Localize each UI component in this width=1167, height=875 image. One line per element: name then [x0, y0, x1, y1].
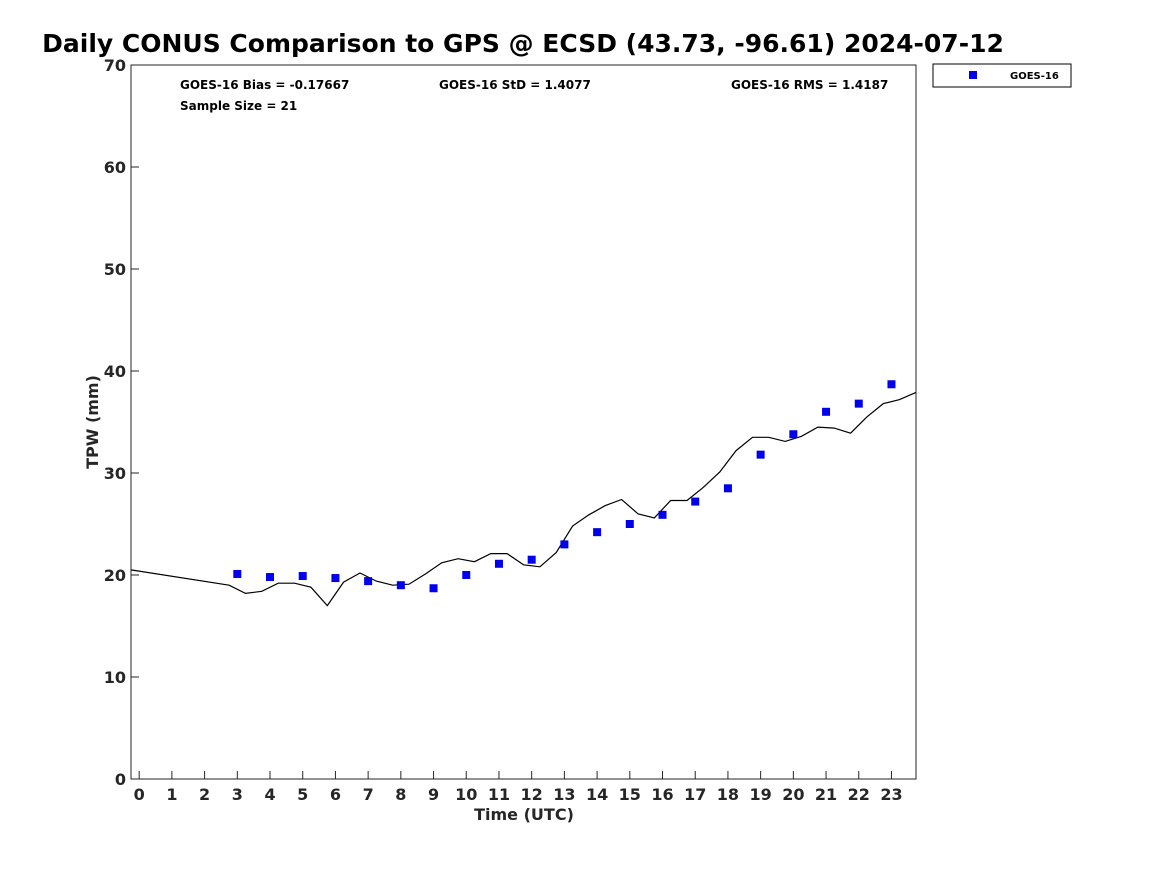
- x-tick-label: 21: [815, 785, 837, 804]
- x-axis-label: Time (UTC): [474, 805, 574, 824]
- goes-16-point: [789, 430, 798, 439]
- legend-box: [932, 63, 1072, 88]
- goes-16-point: [331, 574, 340, 583]
- chart-title: Daily CONUS Comparison to GPS @ ECSD (43…: [42, 29, 1004, 58]
- goes-16-point: [266, 573, 275, 582]
- goes-16-point: [396, 581, 405, 590]
- goes-16-point: [887, 380, 896, 389]
- x-tick-label: 11: [488, 785, 510, 804]
- legend-marker-goes-16: [969, 71, 977, 79]
- x-tick-label: 12: [521, 785, 543, 804]
- y-tick-label: 60: [104, 158, 126, 177]
- x-tick-label: 15: [619, 785, 641, 804]
- x-tick-label: 2: [199, 785, 210, 804]
- rms-stat: GOES-16 RMS = 1.4187: [731, 78, 888, 92]
- std-stat: GOES-16 StD = 1.4077: [439, 78, 591, 92]
- goes-16-point: [756, 450, 765, 459]
- x-tick-label: 13: [553, 785, 575, 804]
- x-tick-label: 18: [717, 785, 739, 804]
- goes-16-point: [429, 584, 438, 593]
- sample-size-stat: Sample Size = 21: [180, 99, 297, 113]
- x-tick-label: 22: [848, 785, 870, 804]
- x-tick-label: 19: [750, 785, 772, 804]
- goes-16-point: [625, 520, 634, 528]
- goes-16-series: [233, 380, 896, 593]
- x-tick-label: 14: [586, 785, 608, 804]
- goes-16-point: [658, 510, 667, 519]
- goes-16-point: [527, 555, 536, 564]
- y-tick-label: 10: [104, 668, 126, 687]
- y-tick-label: 0: [115, 770, 126, 789]
- y-tick-label: 30: [104, 464, 126, 483]
- y-tick-labels: 0 10 20 30 40 50 60 70: [104, 56, 126, 789]
- legend-label-goes-16: GOES-16: [1010, 71, 1059, 82]
- goes-16-point: [723, 484, 732, 493]
- goes-16-point: [462, 571, 471, 579]
- x-tick-label: 10: [455, 785, 477, 804]
- goes-16-point: [854, 399, 863, 408]
- x-tick-labels: 0 1 2 3 4 5 6 7 8 9 10 11 12 13 14 15 16 17 18 19 20 21 22 23: [134, 785, 903, 804]
- plot-frame: [130, 64, 917, 780]
- x-tick-label: 7: [363, 785, 374, 804]
- bias-stat: GOES-16 Bias = -0.17667: [180, 78, 349, 92]
- x-tick-label: 4: [264, 785, 275, 804]
- goes-16-point: [822, 407, 831, 416]
- x-tick-label: 20: [782, 785, 804, 804]
- x-tick-label: 0: [134, 785, 145, 804]
- x-tick-label: 8: [395, 785, 406, 804]
- x-tick-label: 9: [428, 785, 439, 804]
- y-tick-label: 40: [104, 362, 126, 381]
- x-tick-label: 23: [880, 785, 902, 804]
- goes-16-point: [593, 528, 602, 537]
- x-tick-label: 5: [297, 785, 308, 804]
- axis-ticks: [131, 64, 892, 780]
- y-axis-label: TPW (mm): [83, 375, 102, 469]
- x-tick-label: 3: [232, 785, 243, 804]
- goes-16-point: [494, 559, 503, 568]
- goes-16-point: [560, 540, 569, 549]
- goes-16-point: [364, 577, 373, 586]
- legend: GOES-16: [932, 63, 1072, 88]
- y-tick-label: 70: [104, 56, 126, 75]
- y-tick-label: 50: [104, 260, 126, 279]
- x-tick-label: 1: [166, 785, 177, 804]
- x-tick-label: 16: [651, 785, 673, 804]
- gps-series: [130, 391, 917, 607]
- gps-line: [130, 391, 917, 607]
- goes-16-point: [298, 572, 307, 581]
- goes-16-point: [691, 497, 700, 506]
- y-tick-label: 20: [104, 566, 126, 585]
- x-tick-label: 6: [330, 785, 341, 804]
- goes-16-point: [233, 569, 242, 578]
- x-tick-label: 17: [684, 785, 706, 804]
